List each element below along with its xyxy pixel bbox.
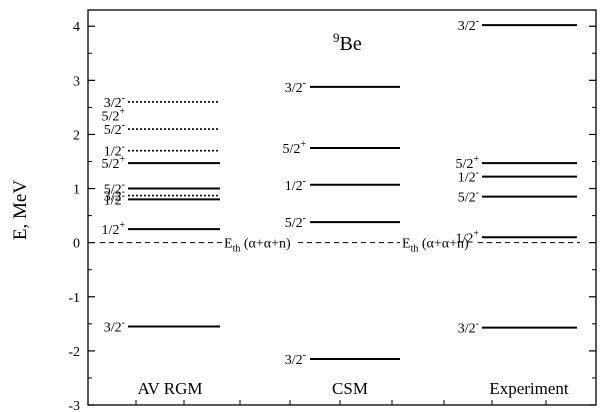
y-tick-label: 1 (73, 183, 80, 198)
level-label: 3/2- (285, 78, 306, 96)
level-spin: 1/2 (285, 179, 303, 194)
y-tick-label: 4 (73, 20, 80, 35)
level-label: 5/2+ (101, 107, 125, 125)
level-label: 1/2- (458, 168, 479, 186)
level-spin: 3/2 (285, 81, 303, 96)
threshold-label-rest: (α+α+n) (240, 237, 291, 252)
level-spin: 5/2 (104, 183, 122, 198)
level-parity: - (303, 350, 306, 361)
y-tick-label: 2 (73, 128, 80, 143)
level-spin: 5/2 (282, 142, 300, 157)
level-spin: 1/2 (458, 171, 476, 186)
level-label: 5/2- (104, 120, 125, 138)
level-spin: 5/2 (455, 157, 473, 172)
level-label: 3/2- (285, 350, 306, 368)
level-groups: 3/2-5/2-1/2-5/2+5/2-3/2-1/2-1/2+3/2-5/2+… (101, 16, 577, 398)
y-tick-label: 3 (73, 74, 80, 89)
level-parity: - (303, 78, 306, 89)
level-spin: 5/2 (285, 216, 303, 231)
level-spin: 3/2 (285, 353, 303, 368)
y-tick-label: -1 (68, 291, 80, 306)
y-axis-title: E, MeV (10, 180, 31, 240)
column-label: Experiment (489, 379, 569, 398)
level-parity: - (476, 319, 479, 330)
level-spin: 3/2 (104, 190, 122, 205)
level-label: 5/2+ (101, 154, 125, 172)
y-tick-label: 0 (73, 237, 80, 252)
level-parity: - (122, 318, 125, 329)
threshold-label-bg (400, 232, 476, 253)
level-parity: - (122, 93, 125, 104)
level-label: 5/2- (458, 188, 479, 206)
threshold-label: Eth (α+α+n) (224, 237, 291, 255)
level-spin: 3/2 (458, 19, 476, 34)
level-label: 1/2- (104, 190, 125, 208)
plot-border (87, 9, 597, 406)
level-parity: - (303, 213, 306, 224)
threshold-label-bg (222, 232, 298, 253)
level-spin: 5/2 (101, 157, 119, 172)
column-label: CSM (332, 379, 368, 398)
level-label: 5/2- (104, 180, 125, 198)
level-parity: - (476, 168, 479, 179)
threshold-label-sub: th (411, 244, 419, 255)
level-parity: - (122, 187, 125, 198)
level-label: 3/2- (104, 318, 125, 336)
level-spin: 1/2 (104, 193, 122, 208)
nucleus-mass: 9 (333, 30, 340, 45)
level-parity: + (119, 220, 125, 231)
y-tick-label: -2 (68, 345, 80, 360)
level-spin: 5/2 (458, 191, 476, 206)
threshold-label: Eth (α+α+n) (402, 237, 469, 255)
level-spin: 3/2 (458, 322, 476, 337)
level-column-csm: 3/2-5/2+1/2-5/2-3/2-CSM (282, 78, 400, 398)
y-axis: -3 -2 -1 0 1 2 3 4 (68, 20, 596, 412)
level-parity: - (122, 180, 125, 191)
level-parity: - (303, 176, 306, 187)
level-label: 3/2- (104, 187, 125, 205)
level-label: 5/2+ (455, 154, 479, 172)
level-parity: + (473, 154, 479, 165)
level-spin: 3/2 (104, 96, 122, 111)
level-parity: + (119, 107, 125, 118)
level-spin: 5/2 (101, 110, 119, 125)
level-parity: + (119, 154, 125, 165)
level-column-av-rgm: 3/2-5/2-1/2-5/2+5/2-3/2-1/2-1/2+3/2-5/2+… (101, 93, 220, 398)
y-tick-label: -3 (68, 399, 80, 412)
level-parity: + (300, 139, 306, 150)
level-spin: 3/2 (104, 321, 122, 336)
level-label: 5/2- (285, 213, 306, 231)
nucleus-label: 9Be (333, 30, 362, 55)
threshold-label-rest: (α+α+n) (418, 237, 469, 252)
nucleus-symbol: Be (340, 33, 362, 55)
plot-frame (87, 9, 597, 406)
level-label: 3/2- (458, 16, 479, 34)
level-label: 3/2- (104, 93, 125, 111)
level-spin: 1/2 (104, 145, 122, 160)
level-parity: - (476, 188, 479, 199)
level-spin: 1/2 (101, 223, 119, 238)
threshold-line-group: Eth (α+α+n) Eth (α+α+n) (100, 232, 580, 255)
level-parity: - (122, 120, 125, 131)
level-spin: 5/2 (104, 123, 122, 138)
level-label: 1/2- (104, 142, 125, 160)
level-label: 5/2+ (282, 139, 306, 157)
level-label: 3/2- (458, 319, 479, 337)
level-label: 1/2+ (101, 220, 125, 238)
level-label: 1/2+ (455, 228, 479, 246)
threshold-label-main: E (402, 237, 411, 252)
level-label: 1/2- (285, 176, 306, 194)
level-parity: + (473, 228, 479, 239)
level-parity: - (122, 142, 125, 153)
column-label: AV RGM (137, 379, 202, 398)
threshold-label-sub: th (233, 244, 241, 255)
level-column-experiment: 3/2-5/2+1/2-5/2-1/2+3/2-Experiment (455, 16, 577, 398)
threshold-label-main: E (224, 237, 233, 252)
level-parity: - (476, 16, 479, 27)
level-parity: - (122, 190, 125, 201)
level-spin: 1/2 (455, 231, 473, 246)
